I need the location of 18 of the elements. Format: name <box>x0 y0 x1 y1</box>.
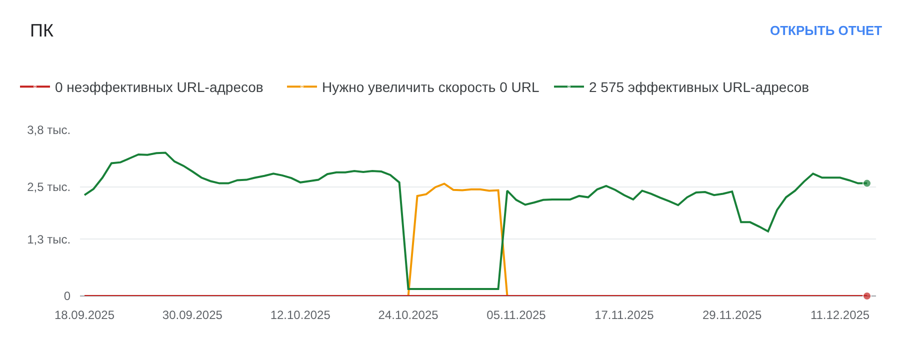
x-tick-label: 18.09.2025 <box>54 308 115 322</box>
x-tick-label: 11.12.2025 <box>810 308 870 322</box>
legend-label: 2 575 эффективных URL-адресов <box>589 79 810 96</box>
x-tick-label: 17.11.2025 <box>594 308 654 322</box>
x-tick-label: 30.09.2025 <box>162 308 223 322</box>
legend-label: Нужно увеличить скорость 0 URL <box>322 79 540 96</box>
y-tick-label: 2,5 тыс. <box>27 180 71 194</box>
x-tick-label: 29.11.2025 <box>702 308 762 322</box>
y-tick-label: 0 <box>64 289 71 304</box>
x-tick-label: 12.10.2025 <box>270 308 331 322</box>
line-series <box>407 182 508 296</box>
y-tick-label: 3,8 тыс. <box>27 123 71 138</box>
x-tick-label: 05.11.2025 <box>486 308 546 322</box>
chart-title: ПК <box>30 20 54 40</box>
text: ОТКРЫТЬ ОТЧЕТ <box>770 23 882 38</box>
x-tick-label: 24.10.2025 <box>378 308 439 322</box>
y-tick-label: 1,3 тыс. <box>27 232 71 246</box>
legend-label: 0 неэффективных URL-адресов <box>55 79 264 96</box>
